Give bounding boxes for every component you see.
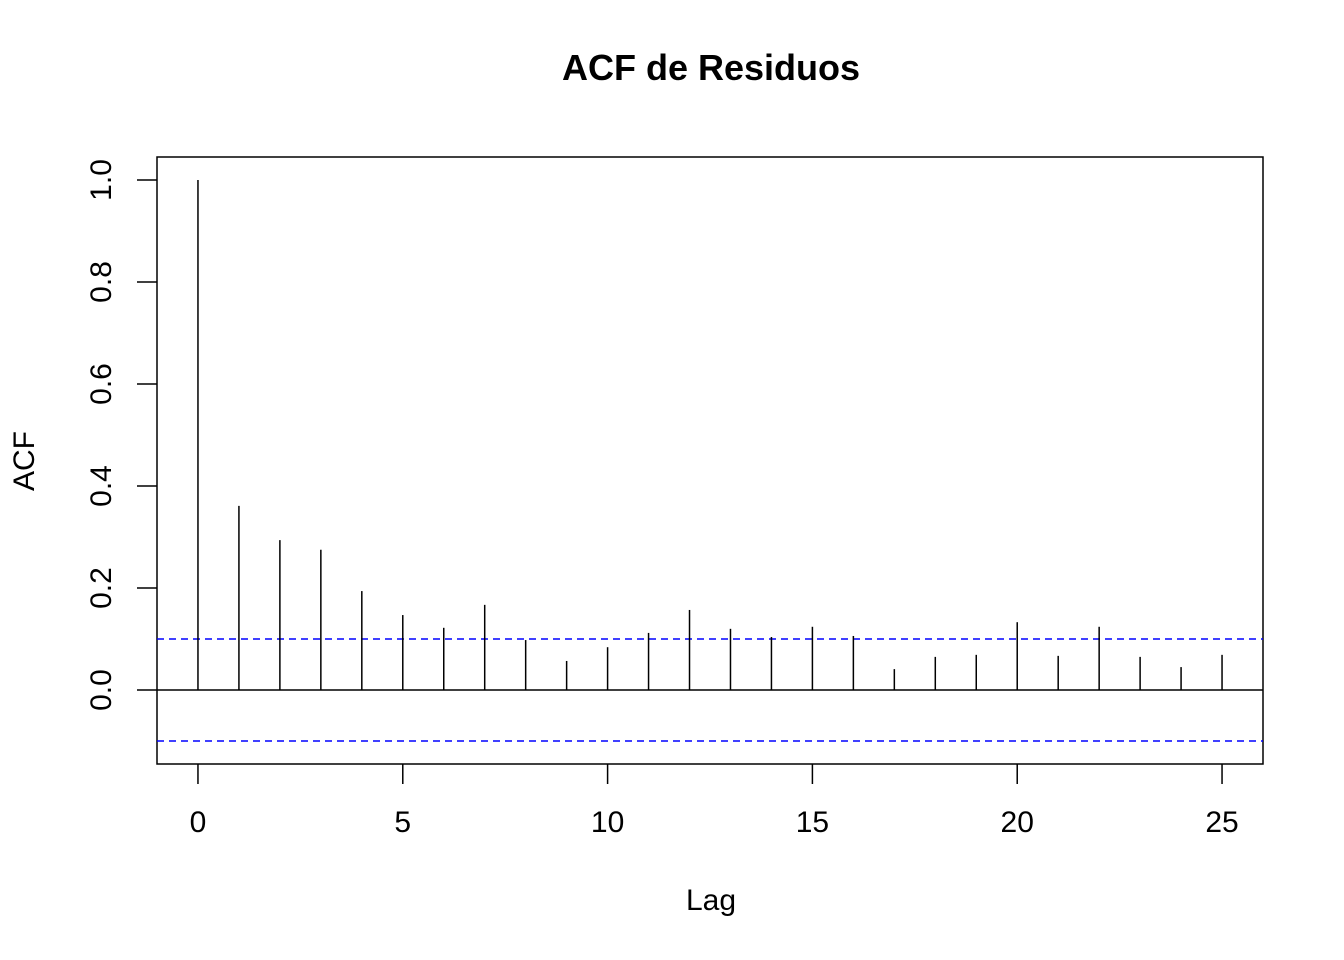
- x-axis-label: Lag: [686, 884, 736, 917]
- y-tick-label: 0.2: [85, 567, 118, 609]
- chart-title: ACF de Residuos: [562, 47, 860, 88]
- y-tick-label: 0.8: [85, 261, 118, 303]
- y-axis-label: ACF: [8, 431, 41, 491]
- x-tick-label: 20: [1001, 806, 1034, 839]
- plot-frame: [156, 156, 1264, 765]
- x-tick-label: 5: [394, 806, 411, 839]
- x-tick-label: 25: [1205, 806, 1238, 839]
- x-tick-label: 15: [796, 806, 829, 839]
- y-tick-label: 0.4: [85, 465, 118, 507]
- y-tick-label: 1.0: [85, 159, 118, 201]
- x-tick-label: 10: [591, 806, 624, 839]
- x-tick-label: 0: [190, 806, 207, 839]
- y-tick-label: 0.6: [85, 363, 118, 405]
- y-tick-label: 0.0: [85, 669, 118, 711]
